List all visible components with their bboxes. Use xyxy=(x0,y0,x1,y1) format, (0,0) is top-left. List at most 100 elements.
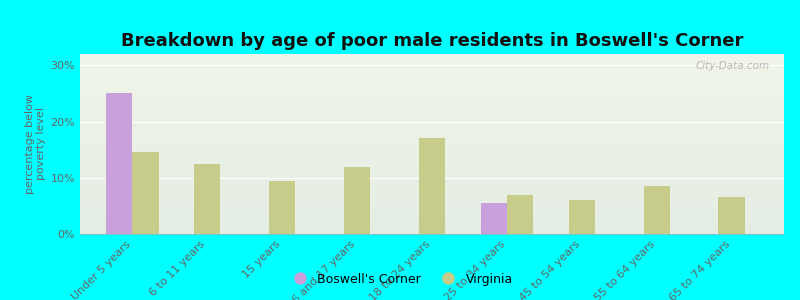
Bar xyxy=(80,146,784,148)
Bar xyxy=(80,81,784,83)
Bar xyxy=(569,200,595,234)
Bar xyxy=(481,203,507,234)
Bar xyxy=(80,203,784,205)
Bar xyxy=(80,149,784,151)
Bar xyxy=(80,94,784,95)
Bar xyxy=(80,117,784,119)
Bar xyxy=(80,173,784,175)
Bar xyxy=(106,93,133,234)
Bar xyxy=(80,144,784,146)
Bar xyxy=(80,227,784,229)
Bar xyxy=(507,195,533,234)
Text: City-Data.com: City-Data.com xyxy=(696,61,770,71)
Bar xyxy=(80,158,784,160)
Bar xyxy=(80,137,784,139)
Bar xyxy=(80,121,784,122)
Bar xyxy=(80,230,784,232)
Bar xyxy=(80,200,784,202)
Bar xyxy=(80,115,784,117)
Bar xyxy=(80,225,784,227)
Bar xyxy=(80,221,784,223)
Bar xyxy=(80,128,784,130)
Bar xyxy=(80,79,784,81)
Bar xyxy=(80,113,784,115)
Bar xyxy=(80,169,784,171)
Y-axis label: percentage below
poverty level: percentage below poverty level xyxy=(25,94,46,194)
Bar xyxy=(80,162,784,164)
Bar xyxy=(80,189,784,191)
Bar xyxy=(80,68,784,70)
Bar xyxy=(80,207,784,209)
Bar xyxy=(80,56,784,58)
Bar xyxy=(80,104,784,106)
Bar xyxy=(80,106,784,108)
Bar xyxy=(80,142,784,144)
Bar xyxy=(80,112,784,113)
Bar xyxy=(419,138,445,234)
Bar xyxy=(80,133,784,135)
Bar xyxy=(80,196,784,198)
Bar xyxy=(80,74,784,76)
Bar xyxy=(80,76,784,77)
Bar xyxy=(80,175,784,176)
Bar xyxy=(80,191,784,193)
Bar xyxy=(80,67,784,68)
Bar xyxy=(80,110,784,112)
Bar xyxy=(80,122,784,124)
Bar xyxy=(80,108,784,110)
Bar xyxy=(80,101,784,103)
Bar xyxy=(80,139,784,140)
Bar xyxy=(80,54,784,56)
Bar xyxy=(80,232,784,234)
Bar xyxy=(80,167,784,169)
Title: Breakdown by age of poor male residents in Boswell's Corner: Breakdown by age of poor male residents … xyxy=(121,32,743,50)
Bar xyxy=(80,216,784,218)
Bar xyxy=(80,103,784,104)
Bar xyxy=(80,58,784,59)
Bar xyxy=(80,140,784,142)
Bar xyxy=(80,193,784,194)
Bar xyxy=(80,202,784,203)
Bar xyxy=(80,166,784,167)
Bar xyxy=(80,77,784,79)
Bar xyxy=(80,88,784,90)
Bar xyxy=(80,187,784,189)
Bar xyxy=(643,186,670,234)
Bar xyxy=(344,167,370,234)
Bar xyxy=(80,95,784,97)
Bar xyxy=(718,197,745,234)
Bar xyxy=(80,63,784,65)
Bar xyxy=(80,171,784,173)
Bar xyxy=(80,178,784,180)
Bar xyxy=(80,155,784,157)
Bar xyxy=(80,164,784,166)
Legend: Boswell's Corner, Virginia: Boswell's Corner, Virginia xyxy=(282,268,518,291)
Bar xyxy=(80,83,784,85)
Bar xyxy=(80,61,784,63)
Bar xyxy=(80,176,784,178)
Bar xyxy=(80,124,784,126)
Bar xyxy=(133,152,158,234)
Bar xyxy=(80,72,784,74)
Bar xyxy=(80,90,784,92)
Bar xyxy=(80,97,784,99)
Bar xyxy=(80,198,784,200)
Bar xyxy=(80,131,784,133)
Bar xyxy=(80,184,784,185)
Bar xyxy=(80,220,784,221)
Bar xyxy=(80,148,784,149)
Bar xyxy=(80,194,784,196)
Bar xyxy=(80,212,784,214)
Bar xyxy=(269,181,295,234)
Bar xyxy=(80,119,784,121)
Bar xyxy=(80,223,784,225)
Bar xyxy=(80,92,784,94)
Bar xyxy=(80,209,784,211)
Bar xyxy=(80,157,784,158)
Bar xyxy=(80,218,784,220)
Bar xyxy=(80,59,784,61)
Bar xyxy=(80,185,784,187)
Bar xyxy=(80,85,784,86)
Bar xyxy=(80,229,784,230)
Bar xyxy=(80,130,784,131)
